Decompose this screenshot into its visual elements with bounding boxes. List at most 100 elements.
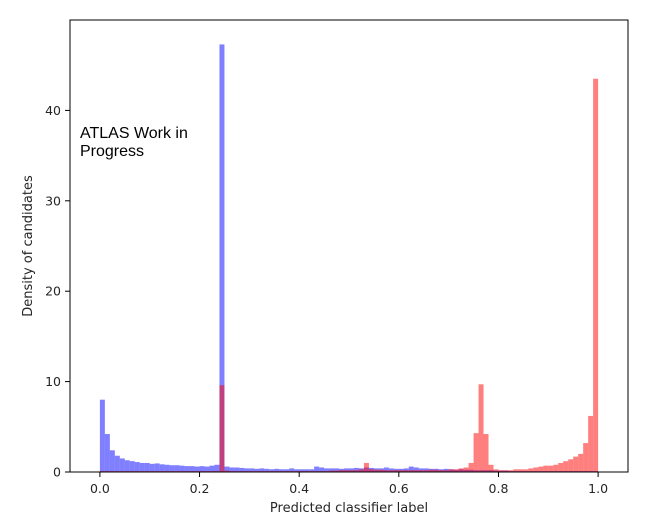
- histogram-bar-series-2: [503, 470, 509, 472]
- histogram-bar-series-2: [403, 470, 409, 472]
- histogram-bar-series-2: [438, 470, 444, 472]
- histogram-bar-series-2: [528, 468, 534, 472]
- histogram-bar-series-2: [463, 467, 469, 472]
- histogram-bar-series-1: [274, 468, 280, 472]
- histogram-bar-series-1: [159, 464, 165, 472]
- y-tick-label: 10: [45, 374, 61, 389]
- plot-frame: [69, 19, 629, 473]
- histogram-bar-series-1: [304, 469, 310, 472]
- histogram-bar-series-2: [513, 469, 519, 472]
- histogram-bar-series-1: [144, 462, 150, 472]
- histogram-bar-series-2: [488, 464, 494, 472]
- axis-ticks: 0.0 0.2 0.4 0.6 0.8 1.0 0 10 20 30 40: [45, 103, 608, 496]
- histogram-bar-series-2: [428, 469, 434, 472]
- histogram-bar-series-1: [239, 467, 245, 472]
- x-tick-label: 0.8: [489, 481, 509, 496]
- histogram-bar-series-2: [453, 469, 459, 472]
- histogram-bar-series-1: [314, 466, 320, 472]
- histogram-bar-series-1: [244, 468, 250, 472]
- y-tick-label: 20: [45, 284, 61, 299]
- histogram-bar-series-2: [378, 469, 384, 472]
- histogram-bar-series-1: [289, 468, 295, 472]
- histogram-bar-series-1: [259, 468, 265, 472]
- histogram-bar-series-2: [383, 470, 389, 472]
- histogram-bar-series-1: [224, 466, 230, 472]
- histogram-bar-series-2: [543, 465, 549, 472]
- histogram-bar-series-2: [533, 467, 539, 472]
- histogram-bar-series-1: [219, 44, 225, 472]
- histogram-bar-series-2: [398, 470, 404, 472]
- histogram-bar-series-2: [518, 469, 524, 472]
- histogram-bar-series-2: [473, 433, 479, 472]
- histogram-bar-series-1: [309, 469, 315, 472]
- histogram-bar-series-1: [264, 468, 270, 472]
- histogram-bar-series-1: [129, 461, 135, 472]
- histogram-bar-series-1: [179, 465, 185, 472]
- histogram-bar-series-2: [224, 470, 230, 472]
- histogram-bar-series-2: [443, 470, 449, 472]
- histogram-bar-series-2: [478, 384, 484, 472]
- histogram-bar-series-2: [578, 453, 584, 472]
- histogram-bar-series-2: [523, 469, 529, 472]
- histogram-bar-series-2: [339, 470, 345, 472]
- annotation-line-1: ATLAS Work in: [80, 125, 188, 142]
- y-tick-label: 0: [53, 465, 61, 480]
- histogram-bar-series-1: [104, 434, 110, 472]
- x-tick-label: 0.0: [90, 481, 110, 496]
- histogram-bar-series-1: [154, 463, 160, 472]
- histogram-bar-series-2: [344, 470, 349, 472]
- histogram-bar-series-2: [583, 443, 589, 472]
- histogram-bar-series-1: [383, 467, 389, 472]
- histogram-bar-series-1: [279, 469, 285, 472]
- histogram-bar-series-2: [334, 470, 340, 472]
- histogram-bar-series-2: [408, 470, 414, 472]
- histogram-bar-series-2: [373, 469, 379, 472]
- histogram-bar-series-1: [149, 463, 155, 472]
- histogram-bar-series-1: [319, 467, 325, 472]
- histogram-bar-series-1: [209, 465, 215, 472]
- histogram-bar-series-1: [114, 455, 120, 472]
- histogram-bar-series-1: [139, 462, 145, 472]
- histogram-bar-series-1: [164, 464, 170, 472]
- histogram-bar-series-2: [498, 470, 504, 472]
- histogram-bar-series-1: [184, 466, 190, 472]
- histogram-bar-series-1: [329, 468, 335, 472]
- histogram-bar-series-1: [119, 458, 125, 472]
- histogram-bar-series-2: [448, 469, 454, 472]
- histogram-bar-series-2: [558, 462, 564, 472]
- histogram-bar-series-1: [334, 468, 340, 472]
- histogram-bar-series-2: [368, 469, 374, 472]
- y-tick-label: 30: [45, 193, 61, 208]
- histogram-bar-series-1: [299, 469, 305, 472]
- histogram-bar-series-1: [269, 469, 275, 472]
- histogram-bar-series-2: [553, 464, 559, 472]
- x-tick-label: 0.4: [289, 481, 309, 496]
- histogram-bar-series-1: [254, 468, 260, 472]
- x-tick-label: 0.2: [190, 481, 210, 496]
- histogram-bar-series-2: [588, 415, 594, 472]
- histogram-bar-series-1: [294, 469, 300, 472]
- histogram-bar-series-2: [388, 470, 394, 472]
- histogram-bar-series-2: [353, 470, 359, 472]
- histogram-bar-series-1: [229, 467, 235, 472]
- y-axis-label: Density of candidates: [21, 175, 36, 317]
- histogram-bar-series-2: [508, 470, 514, 472]
- histogram-bar-series-1: [408, 466, 414, 472]
- x-tick-label: 1.0: [588, 481, 608, 496]
- histogram-bar-series-2: [358, 469, 364, 472]
- histogram-bar-series-2: [433, 469, 439, 472]
- histogram-bar-series-1: [214, 464, 220, 472]
- histogram-bar-series-1: [134, 462, 140, 472]
- histogram-bar-series-2: [483, 434, 489, 472]
- histogram-bar-series-2: [329, 470, 335, 472]
- x-axis-label: Predicted classifier label: [270, 501, 428, 516]
- histogram-bar-series-2: [593, 78, 599, 472]
- histogram-bar-series-2: [468, 462, 474, 472]
- histogram-bar-series-1: [413, 467, 419, 472]
- histogram-bar-series-2: [423, 470, 429, 472]
- histogram-bar-series-2: [568, 459, 574, 472]
- atlas-work-in-progress-label: ATLAS Work in Progress: [80, 125, 192, 160]
- histogram-bar-series-1: [99, 399, 105, 472]
- histogram-bar-series-1: [174, 465, 180, 472]
